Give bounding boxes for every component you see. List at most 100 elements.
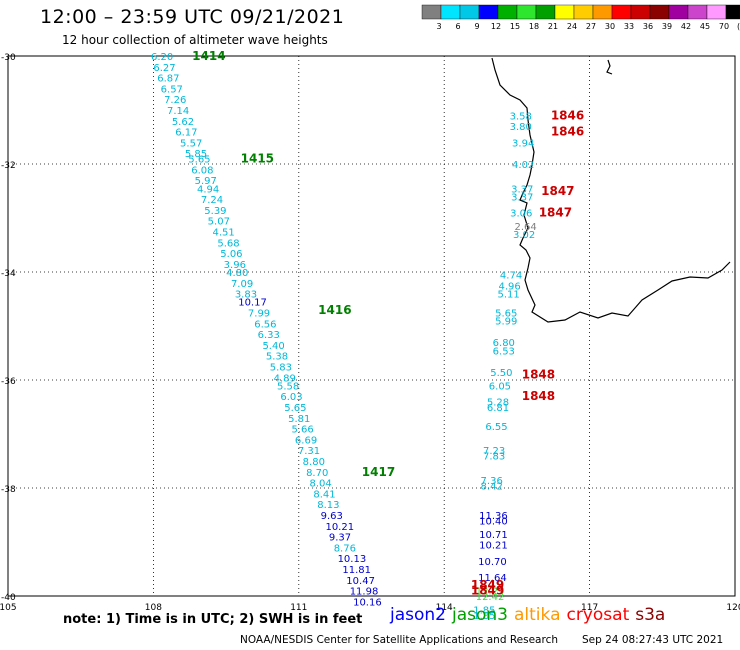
wave-height-value: 8.04	[309, 479, 331, 490]
wave-height-value: 10.21	[325, 522, 354, 533]
australia-coastline	[491, 57, 731, 323]
satellite-legend-s3a: s3a	[635, 605, 666, 625]
wave-height-value: 5.57	[180, 138, 202, 149]
wave-height-value: 5.11	[498, 290, 520, 301]
scale-label: 42	[681, 22, 691, 31]
lat-tick-label: -34	[1, 269, 16, 279]
scale-label: (ft)	[737, 22, 740, 31]
map-subtitle: 12 hour collection of altimeter wave hei…	[62, 33, 328, 47]
wave-height-value: 7.09	[231, 279, 253, 290]
wave-height-value: 1.85	[473, 606, 495, 617]
satellite-legend-jason3: jason3	[452, 605, 508, 625]
scale-swatch	[478, 4, 499, 20]
scale-swatch	[440, 4, 461, 20]
wave-height-value: 5.83	[270, 363, 292, 374]
wave-height-value: 5.38	[266, 352, 288, 363]
wave-height-value: 3.96	[224, 260, 246, 271]
orbit-pass-label: 1414	[192, 49, 225, 63]
wave-height-value: 3.37	[511, 192, 533, 203]
wave-height-value: 10.17	[238, 298, 267, 309]
wave-height-value: 5.65	[495, 309, 517, 320]
scale-label: 3	[436, 22, 441, 31]
scale-swatch	[459, 4, 480, 20]
lon-tick-label: 105	[0, 603, 17, 613]
scale-label: 9	[474, 22, 479, 31]
orbit-pass-label: 1847	[539, 206, 572, 220]
map-frame	[7, 55, 736, 597]
wave-height-value: 4.80	[226, 268, 248, 279]
scale-swatch	[725, 4, 740, 20]
lat-tick-label: -30	[1, 53, 16, 63]
wave-height-value: 3.37	[511, 184, 533, 195]
lat-tick-label: -36	[1, 377, 16, 387]
wave-height-value: 10.70	[478, 557, 507, 568]
wave-height-value: 5.68	[217, 238, 239, 249]
wave-height-value: 6.57	[161, 84, 183, 95]
orbit-pass-label: 1417	[362, 465, 395, 479]
wave-observations: 6.206.276.876.577.267.145.626.175.575.85…	[151, 52, 537, 622]
wave-height-value: 6.05	[489, 381, 511, 392]
wave-height-value: 5.65	[284, 403, 306, 414]
wave-height-value: 8.42	[481, 481, 503, 492]
orbit-pass-label: 1849	[471, 578, 504, 592]
lat-tick-label: -32	[1, 161, 16, 171]
wave-height-value: 6.33	[258, 330, 280, 341]
lon-tick-label: 111	[290, 603, 307, 613]
wave-height-value: 5.85	[185, 149, 207, 160]
wave-height-value: 10.21	[479, 541, 508, 552]
wave-height-value: 8.70	[306, 468, 328, 479]
scale-label: 70	[719, 22, 729, 31]
scale-swatch	[649, 4, 670, 20]
wave-height-value: 4.96	[498, 282, 520, 293]
wave-height-value: 7.14	[167, 106, 189, 117]
wave-height-value: 11.64	[478, 573, 507, 584]
footer-credit: NOAA/NESDIS Center for Satellite Applica…	[240, 634, 558, 646]
map-title: 12:00 – 23:59 UTC 09/21/2021	[40, 6, 345, 28]
scale-swatch	[630, 4, 651, 20]
scale-swatch	[573, 4, 594, 20]
lon-tick-label: 120	[726, 603, 740, 613]
satellite-legend-altika: altika	[514, 605, 561, 625]
lon-tick-label: 117	[581, 603, 598, 613]
scale-label: 30	[605, 22, 615, 31]
orbit-pass-label: 1848	[522, 368, 555, 382]
scale-swatch	[706, 4, 727, 20]
wave-height-value: 5.62	[172, 117, 194, 128]
scale-label: 36	[643, 22, 653, 31]
orbit-pass-label: 1416	[318, 303, 351, 317]
wave-height-value: 3.06	[510, 209, 532, 220]
footer-timestamp: Sep 24 08:27:43 UTC 2021	[582, 634, 724, 646]
lat-tick-label: -40	[1, 593, 16, 603]
wave-height-value: 2.64	[514, 222, 536, 233]
wave-height-value: 6.17	[175, 128, 197, 139]
wave-height-value: 5.81	[288, 414, 310, 425]
wave-height-value: 6.55	[485, 422, 507, 433]
scale-swatch	[592, 4, 613, 20]
wave-height-value: 3.94	[512, 138, 534, 149]
wave-height-value: 11.36	[479, 511, 508, 522]
wave-height-value: 4.89	[274, 373, 296, 384]
wave-height-value: 5.99	[495, 317, 517, 328]
lon-tick-label: 114	[436, 603, 453, 613]
wave-height-value: 1.85	[473, 611, 495, 622]
wave-height-value: 9.37	[329, 533, 351, 544]
wave-height-value: 6.87	[157, 74, 179, 85]
scale-label: 27	[586, 22, 596, 31]
scale-swatch	[535, 4, 556, 20]
lat-lon-grid: 105 108 111 114 117 120 -30 -32 -34 -36 -38 -40	[0, 53, 740, 613]
wave-height-value: 5.07	[208, 217, 230, 228]
wave-height-value: 6.03	[280, 392, 302, 403]
wave-height-value: 10.40	[479, 516, 508, 527]
orbit-pass-label: 1846	[551, 125, 584, 139]
scale-label: 33	[624, 22, 634, 31]
scale-swatch	[687, 4, 708, 20]
wave-height-value: 6.69	[295, 435, 317, 446]
orbit-pass-label: 1848	[522, 389, 555, 403]
wave-height-value: 6.27	[153, 63, 175, 74]
wave-height-value: 10.16	[353, 597, 382, 608]
scale-label: 15	[510, 22, 520, 31]
scale-label: 21	[548, 22, 558, 31]
satellite-legend-cryosat: cryosat	[566, 605, 630, 625]
satellite-legend: jason2 jason3 altika cryosat s3a	[390, 605, 671, 625]
